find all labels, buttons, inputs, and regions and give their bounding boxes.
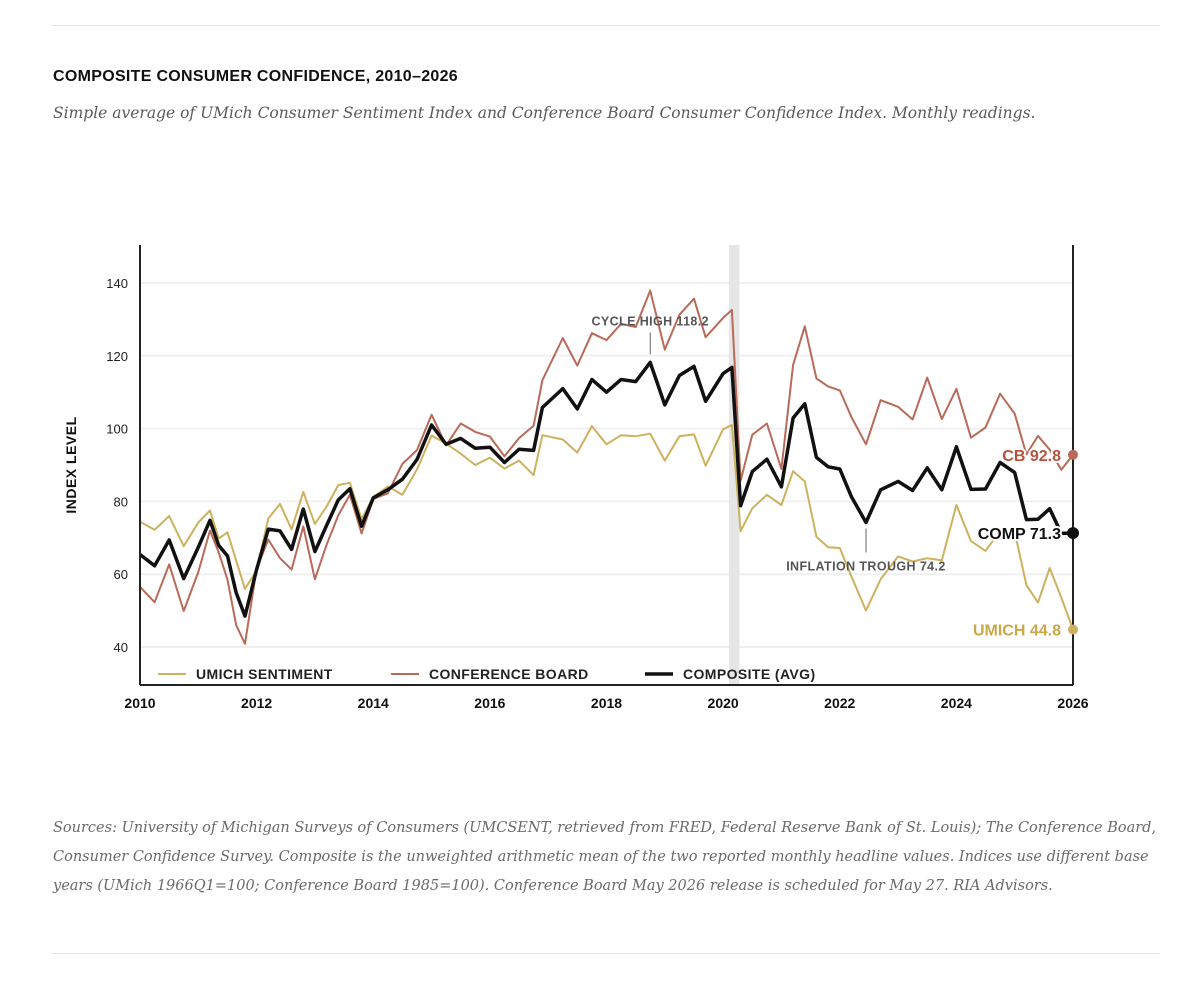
series-lines [138,289,1074,645]
bottom-rule [52,953,1160,954]
annotation-cycle-high: CYCLE HIGH 118.2 [591,314,709,328]
y-tick-label: 60 [114,567,128,582]
y-tick-label: 100 [106,422,128,437]
series-line-composite [138,360,1074,618]
x-tick-label: 2014 [358,695,389,711]
y-tick-label: 80 [114,494,128,509]
end-dot-cb [1068,449,1078,460]
chart-subtitle: Simple average of UMich Consumer Sentime… [53,104,1036,122]
y-axis-title: INDEX LEVEL [63,416,79,513]
end-dot-composite [1067,527,1079,540]
end-label-umich: UMICH 44.8 [973,623,1061,640]
x-tick-label: 2010 [124,695,155,711]
source-note: Sources: University of Michigan Surveys … [53,820,1157,894]
chart-title: COMPOSITE CONSUMER CONFIDENCE, 2010–2026 [53,68,458,85]
top-rule [52,25,1160,26]
axes [139,245,1074,686]
tick-labels: 40 60 80 100 120 140 2010 2012 2014 2016 2018 2020 2… [106,276,1088,711]
end-dot-umich [1068,624,1078,635]
y-tick-label: 140 [106,276,128,291]
series-line-cb [139,289,1074,645]
x-tick-label: 2016 [474,695,505,711]
annotation-inflation-trough: INFLATION TROUGH 74.2 [786,560,946,574]
end-label-cb: CB 92.8 [1002,448,1061,465]
grid-lines [140,282,1073,648]
legend-label-composite: COMPOSITE (AVG) [683,666,816,682]
end-label-composite: COMP 71.3 [978,526,1061,543]
legend: UMICH SENTIMENT CONFERENCE BOARD COMPOSITE… [158,666,816,682]
x-tick-label: 2026 [1057,695,1088,711]
legend-label-cb: CONFERENCE BOARD [429,666,589,682]
series-line-umich [139,424,1074,630]
y-tick-label: 40 [114,640,128,655]
x-tick-label: 2012 [241,695,272,711]
end-labels: UMICH 44.8 CB 92.8 COMP 71.3 [971,446,1079,642]
x-tick-label: 2018 [591,695,622,711]
x-tick-label: 2020 [708,695,739,711]
annotations: CYCLE HIGH 118.2 INFLATION TROUGH 74.2 [591,314,945,573]
x-tick-label: 2024 [941,695,972,711]
y-tick-label: 120 [106,349,128,364]
legend-label-umich: UMICH SENTIMENT [196,666,333,682]
x-tick-label: 2022 [824,695,855,711]
